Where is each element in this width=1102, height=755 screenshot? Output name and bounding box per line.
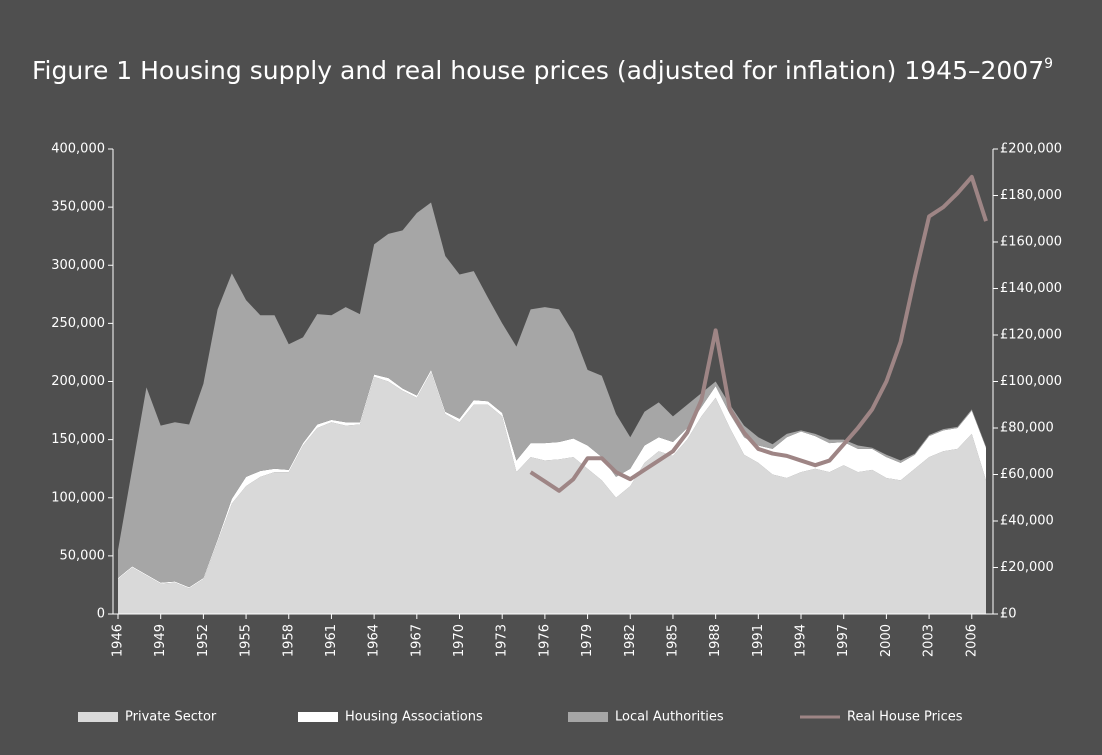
y2-tick-label: £100,000 xyxy=(1000,374,1062,389)
y2-tick-label: £180,000 xyxy=(1000,188,1062,203)
area xyxy=(118,202,986,588)
y-tick-label: 300,000 xyxy=(51,258,105,273)
y2-tick-label: £80,000 xyxy=(1000,421,1054,436)
x-tick-label: 1970 xyxy=(452,624,467,657)
x-tick-label: 1949 xyxy=(153,624,168,657)
x-tick-label: 1997 xyxy=(836,624,851,657)
x-tick-label: 1946 xyxy=(111,624,126,657)
x-tick-label: 1985 xyxy=(665,624,680,657)
title-note: 9 xyxy=(1044,56,1053,72)
line xyxy=(529,174,988,493)
y-tick-label: 400,000 xyxy=(51,142,105,157)
x-tick-label: 1952 xyxy=(196,624,211,657)
x-tick-label: 1958 xyxy=(281,624,296,657)
y2-tick-label: £160,000 xyxy=(1000,235,1062,250)
y2-tick-label: £40,000 xyxy=(1000,514,1054,529)
legend-label: Local Authorities xyxy=(615,710,724,725)
x-tick-label: 2006 xyxy=(964,624,979,657)
y-tick-label: 150,000 xyxy=(51,432,105,447)
legend-swatch xyxy=(298,712,338,722)
x-tick-label: 1964 xyxy=(367,624,382,657)
x-tick-label: 1988 xyxy=(708,624,723,657)
x-tick-label: 1961 xyxy=(324,624,339,657)
y-tick-label: 100,000 xyxy=(51,490,105,505)
y2-tick-label: £0 xyxy=(1000,607,1017,622)
x-tick-label: 1973 xyxy=(495,624,510,657)
legend-label: Housing Associations xyxy=(345,710,483,725)
chart-title: Figure 1 Housing supply and real house p… xyxy=(32,56,1053,85)
y2-tick-label: £120,000 xyxy=(1000,328,1062,343)
x-tick-label: 1991 xyxy=(751,624,766,657)
y2-tick-label: £60,000 xyxy=(1000,467,1054,482)
y-tick-label: 250,000 xyxy=(51,316,105,331)
legend-swatch xyxy=(78,712,118,722)
x-tick-label: 1982 xyxy=(623,624,638,657)
x-tick-label: 1976 xyxy=(537,624,552,657)
y-tick-label: 50,000 xyxy=(60,548,106,563)
x-tick-label: 1979 xyxy=(580,624,595,657)
x-tick-label: 2003 xyxy=(922,624,937,657)
y2-tick-label: £20,000 xyxy=(1000,560,1054,575)
x-tick-label: 1967 xyxy=(409,624,424,657)
x-tick-label: 1955 xyxy=(239,624,254,657)
y-tick-label: 350,000 xyxy=(51,200,105,215)
x-tick-label: 1994 xyxy=(794,624,809,657)
area xyxy=(118,372,986,614)
title-text: Figure 1 Housing supply and real house p… xyxy=(32,56,1044,85)
y-tick-label: 200,000 xyxy=(51,374,105,389)
y2-tick-label: £140,000 xyxy=(1000,281,1062,296)
legend-swatch xyxy=(800,715,840,719)
x-tick-label: 2000 xyxy=(879,624,894,657)
legend-label: Private Sector xyxy=(125,710,217,725)
y2-tick-label: £200,000 xyxy=(1000,142,1062,157)
y-tick-label: 0 xyxy=(97,607,105,622)
legend-swatch xyxy=(568,712,608,722)
legend-label: Real House Prices xyxy=(847,710,963,725)
